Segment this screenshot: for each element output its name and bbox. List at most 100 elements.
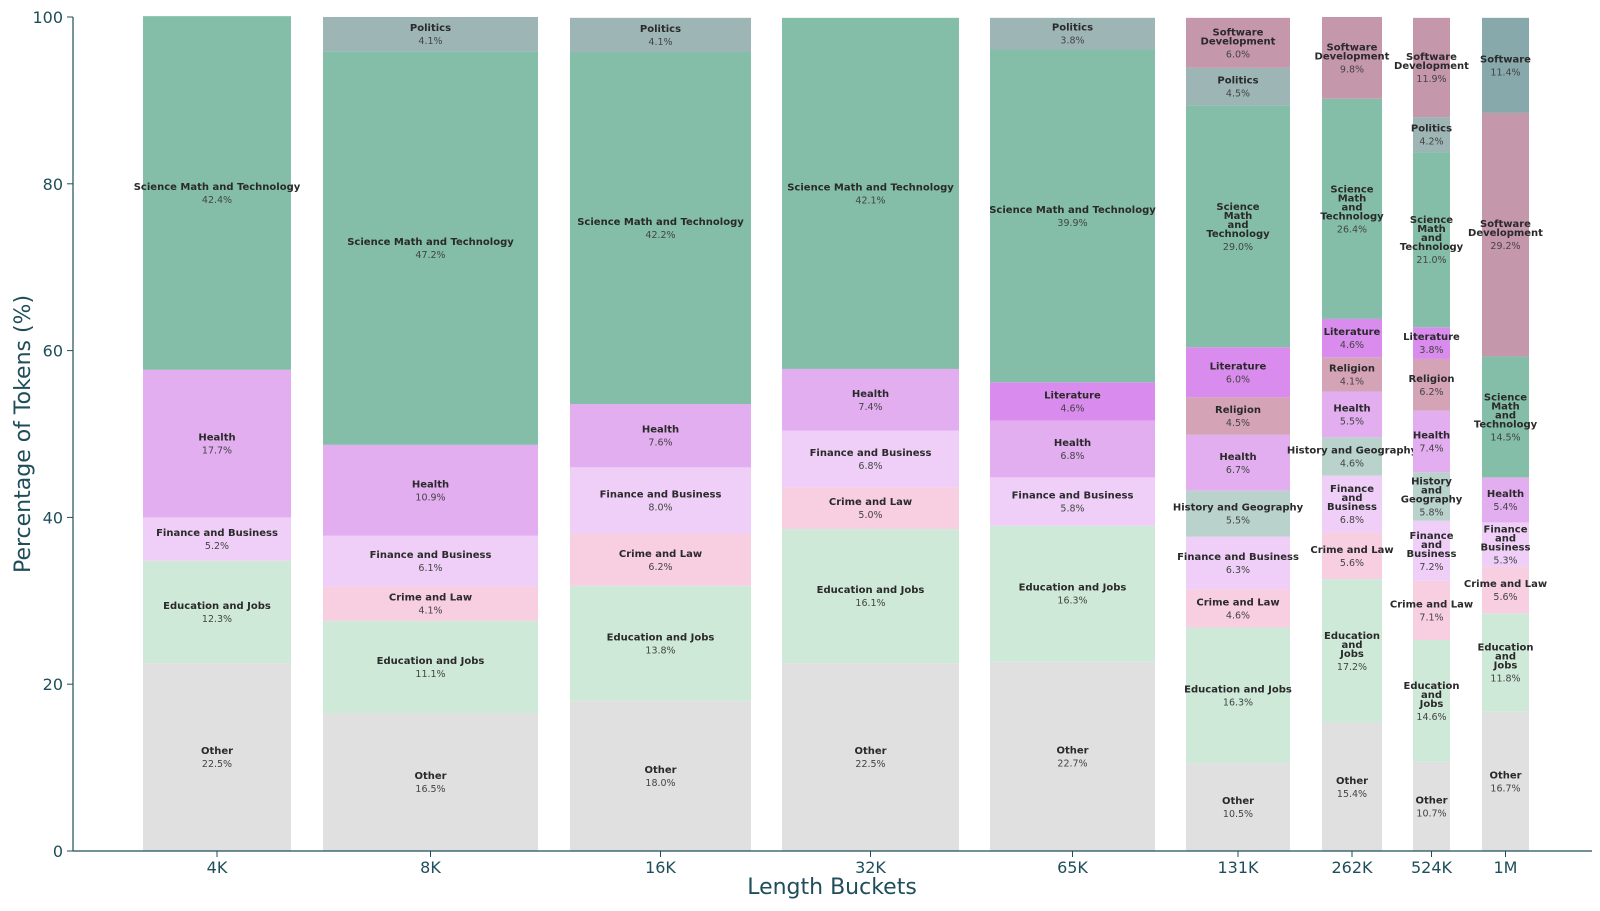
bar-segment-health [570, 403, 751, 468]
segment-labels: Other 16.5% Education and Jobs 11.1% Crime a… [347, 23, 514, 795]
segment-label: History and Geography [1173, 503, 1304, 514]
segment-value-label: 3.8% [1060, 36, 1084, 47]
bar-segment-crime-and-law [1482, 566, 1529, 614]
bar-stack-32k: Other 22.5% Education and Jobs 16.1% Crime a… [782, 17, 959, 851]
y-tick-label: 40 [43, 508, 63, 527]
segment-value-label: 6.8% [1340, 515, 1364, 526]
segment-label: Science Math and Technology [577, 217, 744, 228]
segment-value-label: 11.9% [1416, 74, 1446, 85]
y-tick-label: 20 [43, 675, 63, 694]
segment-labels: Other 10.5% Education and Jobs 16.3% Crime a… [1173, 27, 1304, 820]
bar-stack-8k: Other 16.5% Education and Jobs 11.1% Crime a… [323, 17, 538, 851]
segment-value-label: 22.5% [855, 759, 885, 770]
segment-value-label: 42.4% [202, 195, 232, 206]
segment-value-label: 6.2% [648, 562, 672, 573]
bar-segment-education-and-jobs [782, 529, 959, 664]
segment-value-label: 5.6% [1493, 592, 1517, 603]
segment-value-label: 42.1% [855, 195, 885, 206]
bar-segment-politics [990, 17, 1155, 50]
segment-label: Education and Jobs [817, 585, 925, 596]
bar-segment-literature [1322, 318, 1382, 358]
segment-label: Health [852, 389, 889, 400]
bar-segment-health [143, 369, 291, 518]
segment-value-label: 4.1% [418, 606, 442, 617]
segment-label: Finance and Business [1012, 491, 1134, 502]
bar-segment-crime-and-law [782, 487, 959, 530]
bar-segment-health [1186, 434, 1290, 491]
bar-segment-history-and-geography [1322, 437, 1382, 476]
segment-label: Software Development [1468, 219, 1543, 239]
segment-label: Software Development [1201, 27, 1276, 47]
segment-label: Crime and Law [619, 549, 702, 560]
segment-label: Education and Jobs [1324, 631, 1380, 660]
segment-label: Other [854, 746, 886, 757]
segment-label: Politics [410, 23, 451, 34]
bar-segment-other [782, 663, 959, 851]
segment-label: Software Development [1315, 42, 1390, 62]
segment-value-label: 12.3% [202, 614, 232, 625]
segment-label: Religion [1329, 363, 1375, 374]
axes: 0 20 40 60 80 100 4K 8K 16K 32K 65K 131K 262K 524K 1M… [11, 8, 1592, 900]
bar-segment-finance-and-business [1482, 522, 1529, 567]
bar-segment-crime-and-law [323, 586, 538, 621]
segment-value-label: 7.4% [1419, 444, 1443, 455]
segment-value-label: 6.7% [1226, 465, 1250, 476]
segment-value-label: 6.8% [1060, 451, 1084, 462]
segment-label: Science Math and Technology [347, 237, 514, 248]
segment-label: Education and Jobs [1019, 583, 1127, 594]
segment-label: History and Geography [1287, 446, 1418, 457]
segment-value-label: 10.5% [1223, 809, 1253, 820]
segment-label: Science Math and Technology [1206, 202, 1270, 240]
segment-value-label: 9.8% [1340, 64, 1364, 75]
bar-segment-finance-and-business [323, 535, 538, 587]
segment-value-label: 17.7% [202, 446, 232, 457]
x-tick-label: 524K [1411, 858, 1453, 877]
segment-value-label: 4.5% [1226, 418, 1250, 429]
segment-label: Finance and Business [1327, 484, 1377, 513]
segment-label: Politics [1411, 124, 1452, 135]
x-tick-label: 1M [1494, 858, 1518, 877]
segment-label: Politics [1217, 76, 1258, 87]
segment-value-label: 14.6% [1416, 712, 1446, 723]
segment-label: Crime and Law [829, 497, 912, 508]
bar-segment-science-math-and-technology [1482, 356, 1529, 478]
segment-label: Finance and Business [1481, 525, 1531, 554]
segment-value-label: 4.6% [1340, 340, 1364, 351]
x-tick-label: 4K [207, 858, 228, 877]
segment-label: Finance and Business [600, 490, 722, 501]
segment-labels: Other 22.5% Education and Jobs 16.1% Crime a… [787, 182, 954, 770]
bar-segment-education-and-jobs [1322, 579, 1382, 723]
bar-segment-science-math-and-technology [1186, 105, 1290, 348]
bar-segment-crime-and-law [1186, 589, 1290, 628]
segment-label: Other [414, 771, 446, 782]
segment-label: Finance and Business [1177, 552, 1299, 563]
bar-segment-literature [1186, 347, 1290, 398]
bar-segment-education-and-jobs [1413, 639, 1450, 762]
segment-label: Other [1489, 770, 1521, 781]
bar-stack-65k: Other 22.7% Education and Jobs 16.3% Finance… [989, 17, 1156, 851]
segment-value-label: 4.2% [1419, 137, 1443, 148]
bar-segment-software-development [1413, 17, 1450, 118]
segment-value-label: 5.0% [858, 510, 882, 521]
bar-segment-other [323, 713, 538, 851]
segment-label: Education and Jobs [1184, 684, 1292, 695]
bar-segment-crime-and-law [1413, 580, 1450, 640]
segment-label: Literature [1044, 390, 1101, 401]
segment-label: Literature [1324, 327, 1381, 338]
y-tick-label: 60 [43, 342, 63, 361]
bar-segment-education-and-jobs [1186, 627, 1290, 764]
segment-label: Science Math and Technology [1320, 184, 1384, 222]
segment-value-label: 3.8% [1419, 345, 1443, 356]
segment-labels: Other 22.7% Education and Jobs 16.3% Finance… [989, 23, 1156, 770]
segment-value-label: 11.8% [1490, 674, 1520, 685]
segment-value-label: 42.2% [645, 230, 675, 241]
bar-segment-science-math-and-technology [990, 49, 1155, 383]
segment-value-label: 5.3% [1493, 556, 1517, 567]
bar-segment-politics [323, 17, 538, 52]
segment-labels: Other 22.5% Education and Jobs 12.3% Finance… [134, 182, 301, 770]
bar-segment-finance-and-business [1413, 520, 1450, 581]
segment-label: Other [644, 765, 676, 776]
bar-segment-other [143, 663, 291, 851]
bar-segment-health [990, 420, 1155, 478]
y-tick-label: 0 [53, 842, 63, 861]
